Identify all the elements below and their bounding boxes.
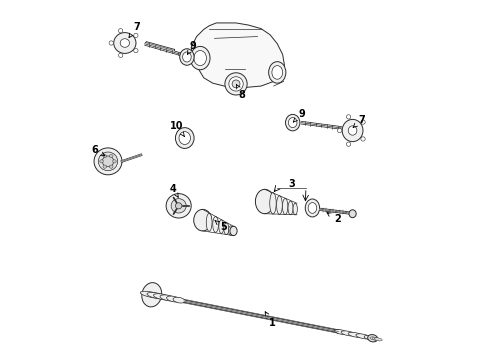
Ellipse shape — [166, 194, 191, 218]
Text: 2: 2 — [327, 212, 341, 224]
Ellipse shape — [190, 46, 210, 70]
Ellipse shape — [276, 196, 282, 215]
Ellipse shape — [368, 334, 378, 342]
Ellipse shape — [308, 203, 317, 213]
Text: 7: 7 — [129, 22, 140, 37]
Ellipse shape — [335, 329, 347, 334]
Ellipse shape — [167, 296, 181, 302]
Ellipse shape — [224, 223, 229, 234]
Circle shape — [119, 53, 123, 58]
Ellipse shape — [272, 66, 283, 79]
Ellipse shape — [374, 338, 382, 341]
Circle shape — [119, 28, 123, 33]
Ellipse shape — [171, 199, 186, 213]
Ellipse shape — [173, 297, 185, 303]
Ellipse shape — [109, 165, 113, 168]
Ellipse shape — [183, 52, 191, 62]
Text: 3: 3 — [288, 179, 295, 189]
Circle shape — [338, 129, 342, 133]
Ellipse shape — [100, 160, 103, 163]
Circle shape — [346, 115, 351, 119]
Ellipse shape — [349, 210, 356, 218]
Ellipse shape — [94, 148, 122, 175]
Ellipse shape — [153, 294, 172, 300]
Ellipse shape — [232, 80, 240, 88]
Circle shape — [134, 49, 138, 53]
Ellipse shape — [270, 193, 276, 214]
Ellipse shape — [114, 33, 136, 53]
Ellipse shape — [103, 165, 107, 168]
Ellipse shape — [293, 203, 297, 215]
Ellipse shape — [120, 39, 129, 47]
Ellipse shape — [341, 331, 355, 336]
Ellipse shape — [147, 293, 168, 299]
Ellipse shape — [305, 199, 319, 217]
Ellipse shape — [113, 160, 116, 163]
Text: 1: 1 — [265, 312, 275, 328]
Ellipse shape — [228, 226, 233, 235]
Text: 7: 7 — [353, 115, 365, 127]
Ellipse shape — [194, 50, 206, 66]
Ellipse shape — [179, 132, 191, 144]
Ellipse shape — [230, 226, 237, 235]
Ellipse shape — [225, 73, 247, 95]
Ellipse shape — [370, 337, 378, 340]
Ellipse shape — [229, 77, 243, 91]
Ellipse shape — [175, 203, 182, 209]
Ellipse shape — [142, 283, 162, 307]
Ellipse shape — [342, 120, 363, 141]
Ellipse shape — [140, 291, 163, 298]
Text: 8: 8 — [236, 84, 245, 100]
Text: 5: 5 — [215, 221, 227, 232]
Ellipse shape — [255, 189, 274, 214]
Ellipse shape — [98, 152, 118, 171]
Circle shape — [134, 33, 138, 37]
Ellipse shape — [356, 334, 370, 339]
Ellipse shape — [288, 201, 293, 215]
Ellipse shape — [282, 198, 288, 215]
Ellipse shape — [348, 332, 363, 337]
Ellipse shape — [372, 337, 380, 341]
Ellipse shape — [286, 114, 300, 131]
Ellipse shape — [160, 295, 176, 301]
Circle shape — [361, 137, 365, 141]
Text: 6: 6 — [91, 144, 105, 156]
Ellipse shape — [289, 118, 297, 128]
Circle shape — [109, 41, 113, 45]
Ellipse shape — [103, 154, 107, 158]
Ellipse shape — [109, 154, 113, 158]
Ellipse shape — [213, 217, 219, 232]
Ellipse shape — [348, 126, 357, 135]
Ellipse shape — [364, 336, 376, 340]
Ellipse shape — [102, 156, 114, 167]
Text: 10: 10 — [170, 121, 184, 136]
Text: 9: 9 — [187, 41, 196, 54]
Ellipse shape — [206, 213, 212, 231]
Ellipse shape — [269, 62, 286, 83]
Circle shape — [346, 142, 351, 146]
Circle shape — [361, 120, 365, 124]
Text: 4: 4 — [170, 184, 178, 197]
Polygon shape — [191, 23, 285, 87]
Text: 9: 9 — [294, 109, 305, 122]
Ellipse shape — [180, 49, 194, 65]
Ellipse shape — [194, 210, 212, 231]
Ellipse shape — [219, 220, 224, 233]
Ellipse shape — [175, 128, 194, 148]
